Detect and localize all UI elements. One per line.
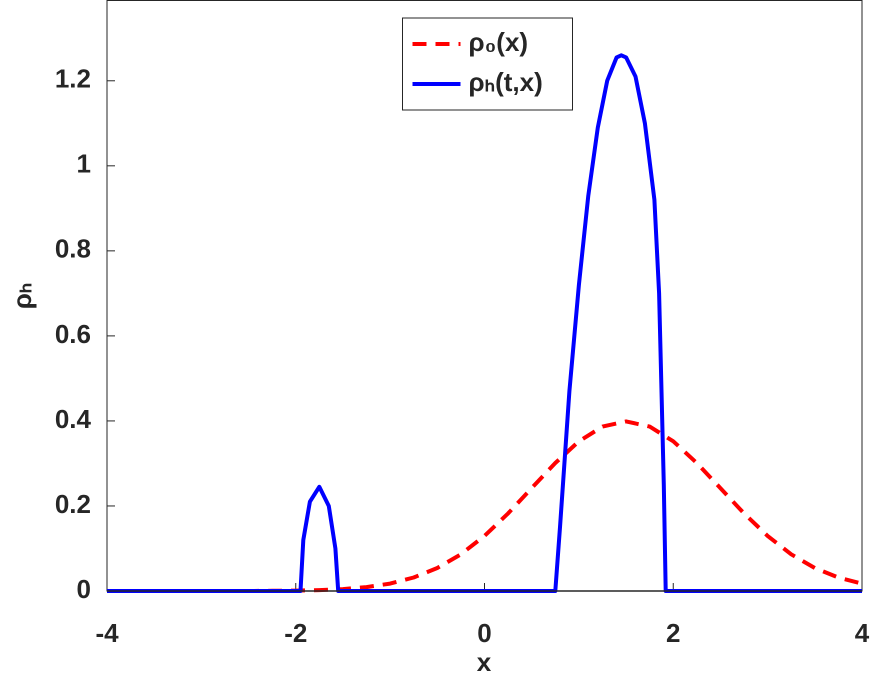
x-tick-label: 2 — [666, 618, 680, 648]
legend-label: ρₕ(t,x) — [469, 67, 543, 97]
x-tick-label: -4 — [95, 618, 119, 648]
x-tick-label: -2 — [284, 618, 307, 648]
y-tick-label: 1.2 — [55, 64, 91, 94]
y-tick-label: 0 — [77, 574, 91, 604]
y-axis-label: ρₕ — [7, 283, 37, 310]
x-tick-label: 0 — [477, 618, 491, 648]
y-tick-label: 0.6 — [55, 319, 91, 349]
legend-box — [402, 17, 573, 111]
legend-label: ρ₀(x) — [469, 27, 529, 57]
y-tick-label: 1 — [77, 149, 91, 179]
x-tick-label: 4 — [855, 618, 870, 648]
y-tick-label: 0.4 — [55, 404, 92, 434]
series-line — [107, 53, 862, 593]
y-tick-label: 0.2 — [55, 489, 91, 519]
y-tick-label: 0.8 — [55, 234, 91, 264]
x-axis-label: x — [477, 647, 492, 677]
